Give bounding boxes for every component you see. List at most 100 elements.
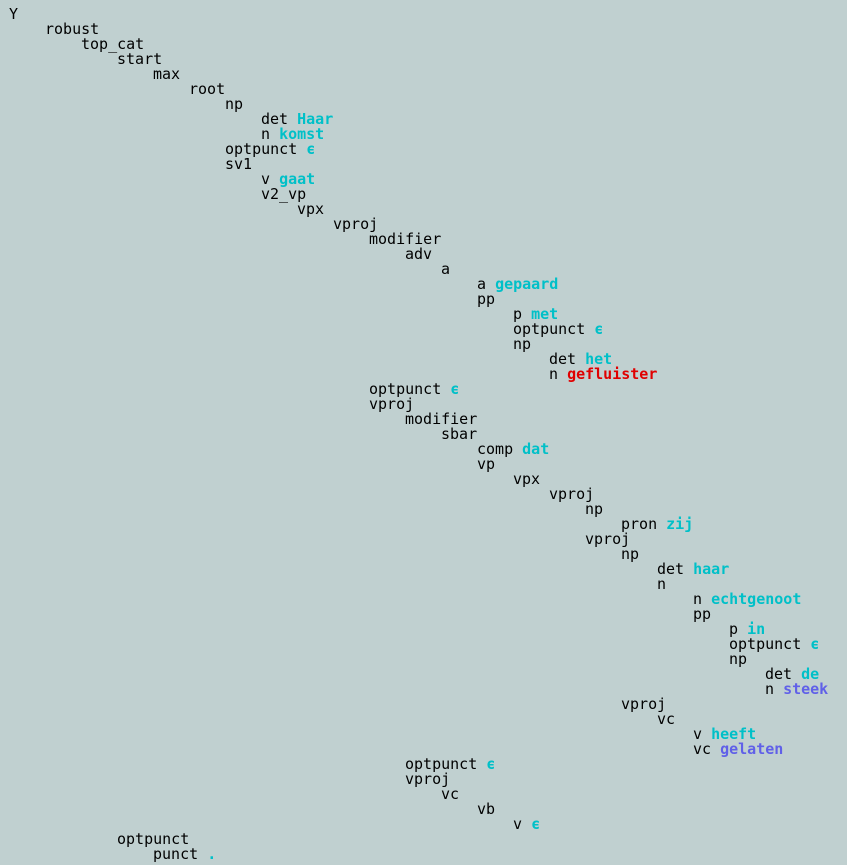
tree-node: top_cat bbox=[81, 35, 144, 53]
node-word: de bbox=[801, 665, 819, 683]
node-label: modifier bbox=[405, 410, 477, 428]
node-label: top_cat bbox=[81, 35, 144, 53]
node-label: pron bbox=[621, 515, 657, 533]
node-label: start bbox=[117, 50, 162, 68]
node-label: vp bbox=[477, 455, 495, 473]
tree-node: det de bbox=[765, 665, 819, 683]
tree-node: optpunct ϵ bbox=[513, 320, 603, 338]
tree-node: modifier bbox=[369, 230, 441, 248]
node-label: np bbox=[621, 545, 639, 563]
tree-node: v heeft bbox=[693, 725, 756, 743]
node-label: optpunct bbox=[513, 320, 585, 338]
node-word: echtgenoot bbox=[711, 590, 801, 608]
tree-node: sbar bbox=[441, 425, 477, 443]
node-word: ϵ bbox=[810, 635, 819, 653]
node-word: gepaard bbox=[495, 275, 558, 293]
node-label: v2_vp bbox=[261, 185, 306, 203]
node-label: v bbox=[693, 725, 702, 743]
tree-node: np bbox=[729, 650, 747, 668]
tree-node: n gefluister bbox=[549, 365, 657, 383]
tree-node: p met bbox=[513, 305, 558, 323]
tree-node: v2_vp bbox=[261, 185, 306, 203]
tree-node: det haar bbox=[657, 560, 729, 578]
node-label: vproj bbox=[549, 485, 594, 503]
node-label: vproj bbox=[405, 770, 450, 788]
tree-node: vpx bbox=[297, 200, 324, 218]
node-label: vpx bbox=[513, 470, 540, 488]
tree-node: det Haar bbox=[261, 110, 333, 128]
tree-node: pron zij bbox=[621, 515, 693, 533]
tree-node: v gaat bbox=[261, 170, 315, 188]
node-label: vproj bbox=[621, 695, 666, 713]
tree-node: optpunct ϵ bbox=[729, 635, 819, 653]
tree-node: comp dat bbox=[477, 440, 549, 458]
tree-node: optpunct ϵ bbox=[369, 380, 459, 398]
node-word: ϵ bbox=[306, 140, 315, 158]
node-word: in bbox=[747, 620, 765, 638]
node-word: het bbox=[585, 350, 612, 368]
tree-node: det het bbox=[549, 350, 612, 368]
node-word: ϵ bbox=[594, 320, 603, 338]
node-label: det bbox=[765, 665, 792, 683]
node-label: n bbox=[549, 365, 558, 383]
node-label: sv1 bbox=[225, 155, 252, 173]
tree-node: vproj bbox=[621, 695, 666, 713]
node-label: vproj bbox=[333, 215, 378, 233]
node-label: optpunct bbox=[729, 635, 801, 653]
node-label: np bbox=[225, 95, 243, 113]
tree-node: root bbox=[189, 80, 225, 98]
node-label: optpunct bbox=[405, 755, 477, 773]
node-label: np bbox=[513, 335, 531, 353]
node-label: det bbox=[261, 110, 288, 128]
node-word: gaat bbox=[279, 170, 315, 188]
node-label: vc bbox=[693, 740, 711, 758]
tree-node: vproj bbox=[405, 770, 450, 788]
tree-node: np bbox=[621, 545, 639, 563]
tree-node: punct . bbox=[153, 845, 216, 863]
node-word: met bbox=[531, 305, 558, 323]
node-label: vc bbox=[441, 785, 459, 803]
tree-node: max bbox=[153, 65, 180, 83]
tree-node: vproj bbox=[333, 215, 378, 233]
node-label: n bbox=[261, 125, 270, 143]
node-word: gefluister bbox=[567, 365, 657, 383]
node-label: robust bbox=[45, 20, 99, 38]
tree-node: vb bbox=[477, 800, 495, 818]
node-label: a bbox=[441, 260, 450, 278]
tree-node: Y bbox=[9, 5, 18, 23]
tree-node: pp bbox=[477, 290, 495, 308]
tree-node: sv1 bbox=[225, 155, 252, 173]
tree-node: n komst bbox=[261, 125, 324, 143]
tree-node: vproj bbox=[369, 395, 414, 413]
tree-node: vproj bbox=[585, 530, 630, 548]
tree-node: v ϵ bbox=[513, 815, 540, 833]
node-label: n bbox=[765, 680, 774, 698]
node-label: v bbox=[513, 815, 522, 833]
node-word: ϵ bbox=[531, 815, 540, 833]
tree-node: start bbox=[117, 50, 162, 68]
node-label: v bbox=[261, 170, 270, 188]
tree-node: vpx bbox=[513, 470, 540, 488]
node-label: optpunct bbox=[369, 380, 441, 398]
tree-node: vp bbox=[477, 455, 495, 473]
node-label: det bbox=[549, 350, 576, 368]
node-label: n bbox=[693, 590, 702, 608]
tree-node: a bbox=[441, 260, 450, 278]
node-label: comp bbox=[477, 440, 513, 458]
tree-node: n bbox=[657, 575, 666, 593]
node-word: ϵ bbox=[486, 755, 495, 773]
tree-node: optpunct bbox=[117, 830, 189, 848]
tree-node: np bbox=[513, 335, 531, 353]
node-label: p bbox=[513, 305, 522, 323]
node-label: vpx bbox=[297, 200, 324, 218]
node-word: ϵ bbox=[450, 380, 459, 398]
node-label: vproj bbox=[369, 395, 414, 413]
node-label: a bbox=[477, 275, 486, 293]
node-label: pp bbox=[693, 605, 711, 623]
node-word: steek bbox=[783, 680, 828, 698]
tree-node: n echtgenoot bbox=[693, 590, 801, 608]
tree-node: p in bbox=[729, 620, 765, 638]
tree-node: optpunct ϵ bbox=[225, 140, 315, 158]
node-word: . bbox=[207, 845, 216, 863]
